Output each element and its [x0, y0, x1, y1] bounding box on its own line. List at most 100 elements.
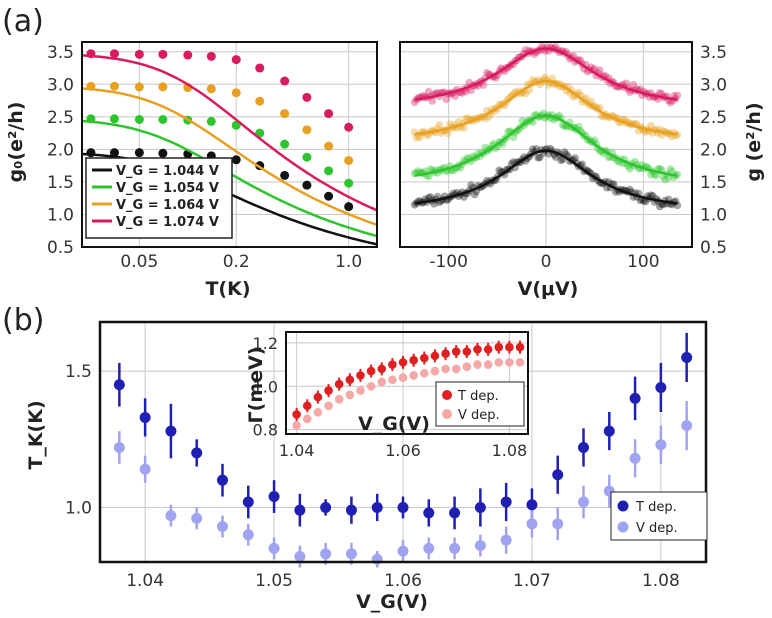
data-point-1.074 [666, 98, 675, 107]
data-point-vdep [500, 534, 512, 546]
data-point-tdep [320, 501, 332, 513]
b-main-ylabel: T_K(K) [25, 400, 47, 469]
data-point-1.044 [134, 148, 144, 158]
fit-curve-1.074 [414, 47, 678, 101]
panel-label-a: (a) [2, 4, 44, 39]
data-point-1.064 [302, 125, 312, 135]
y-tick-label: 1.0 [253, 377, 278, 396]
a-right-xlabel: V(μV) [518, 278, 579, 300]
inset-data-point-vdep [419, 368, 429, 378]
inset-data-point-tdep [345, 375, 355, 385]
data-point-1.064 [134, 82, 144, 92]
data-point-tdep [629, 392, 641, 404]
x-tick-label: 1.0 [335, 252, 362, 272]
data-point-vdep [165, 510, 177, 522]
data-point-1.074 [465, 78, 474, 87]
y-tick-label: 1.5 [65, 362, 92, 382]
inset-data-point-tdep [462, 347, 472, 356]
data-point-1.074 [428, 97, 437, 105]
inset-data-point-vdep [324, 401, 333, 411]
data-point-vdep [552, 518, 564, 530]
data-point-1.074 [655, 88, 664, 97]
x-tick-label: 0 [541, 252, 552, 272]
inset-data-point-vdep [430, 366, 440, 376]
data-point-1.074 [302, 92, 312, 102]
data-point-1.064 [280, 109, 290, 119]
data-point-1.044 [158, 148, 168, 158]
b-inset-xlabel: V_G(V) [358, 413, 430, 435]
y-tick-label: 0.5 [700, 238, 727, 258]
data-point-1.044 [625, 185, 634, 194]
inset-data-point-vdep [356, 386, 365, 395]
data-point-1.074 [483, 68, 491, 77]
data-point-1.044 [648, 192, 657, 200]
legend-entry-1054: V_G = 1.054 V [116, 181, 219, 196]
inset-data-point-tdep [441, 349, 450, 359]
data-point-1.074 [595, 66, 604, 74]
data-point-vdep [191, 512, 203, 524]
data-point-tdep [423, 507, 435, 519]
data-point-vdep [449, 542, 461, 554]
data-point-vdep [268, 542, 280, 554]
data-point-1.064 [412, 133, 421, 142]
legend-a-left: V_G = 1.044 V V_G = 1.054 V V_G = 1.064 … [85, 157, 233, 239]
data-point-1.064 [435, 121, 444, 129]
x-tick-label: 1.04 [279, 441, 315, 460]
a-right-ylabel: g (e²/h) [743, 102, 765, 181]
data-point-1.044 [636, 196, 645, 205]
data-point-1.074 [673, 91, 682, 100]
data-point-1.064 [416, 133, 424, 142]
plot-frame [285, 331, 529, 435]
data-point-vdep [655, 439, 667, 451]
inset-data-point-tdep [473, 345, 482, 354]
inset-data-point-vdep [483, 360, 493, 369]
data-point-1.074 [479, 81, 488, 89]
data-point-1.044 [467, 181, 475, 189]
data-point-1.054 [134, 114, 144, 124]
y-tick-label: 1.5 [700, 173, 727, 193]
y-tick-label: 3.0 [47, 75, 74, 95]
x-tick-label: 1.04 [126, 571, 164, 591]
x-tick-label: 0.05 [120, 252, 158, 272]
data-point-tdep [113, 379, 125, 391]
fit-curve-1.074 [81, 54, 378, 212]
data-point-vdep [216, 521, 228, 533]
data-point-1.044 [280, 170, 290, 180]
data-point-vdep [320, 548, 332, 560]
inset-data-point-vdep [441, 364, 450, 374]
b-inset-ylabel: Γ(meV) [245, 347, 267, 424]
legend-inset-vdep: V dep. [458, 408, 500, 423]
data-point-1.054 [647, 170, 655, 179]
fit-curve-1.044 [414, 149, 678, 205]
data-point-1.054 [414, 167, 422, 175]
data-point-vdep [397, 545, 409, 557]
data-point-1.064 [109, 81, 119, 91]
inset-data-point-tdep [505, 342, 514, 352]
inset-data-point-tdep [292, 410, 301, 419]
data-point-1.044 [470, 190, 479, 199]
data-point-1.054 [661, 175, 669, 184]
data-point-1.074 [324, 109, 334, 119]
inset-data-point-tdep [366, 366, 376, 376]
data-point-1.054 [509, 133, 518, 142]
y-tick-label: 2.5 [47, 108, 74, 128]
data-point-1.064 [460, 124, 468, 132]
data-point-vdep [474, 540, 486, 552]
y-tick-label: 1.0 [47, 205, 74, 225]
inset-data-point-tdep [483, 345, 493, 354]
x-tick-label: 0.2 [223, 252, 250, 272]
x-tick-label: 1.06 [384, 571, 422, 591]
data-point-1.054 [625, 164, 634, 173]
plot-frame [81, 41, 378, 248]
x-tick-label: 1.08 [642, 571, 680, 591]
data-point-1.054 [426, 165, 435, 173]
data-point-1.074 [424, 88, 433, 96]
x-tick-label: 1.05 [255, 571, 293, 591]
data-point-vdep [139, 463, 151, 475]
data-point-tdep [345, 504, 357, 516]
inset-data-point-tdep [398, 358, 408, 367]
data-point-1.074 [206, 51, 216, 61]
data-point-1.054 [481, 143, 489, 152]
data-point-1.064 [647, 121, 655, 130]
data-point-1.064 [86, 81, 96, 91]
